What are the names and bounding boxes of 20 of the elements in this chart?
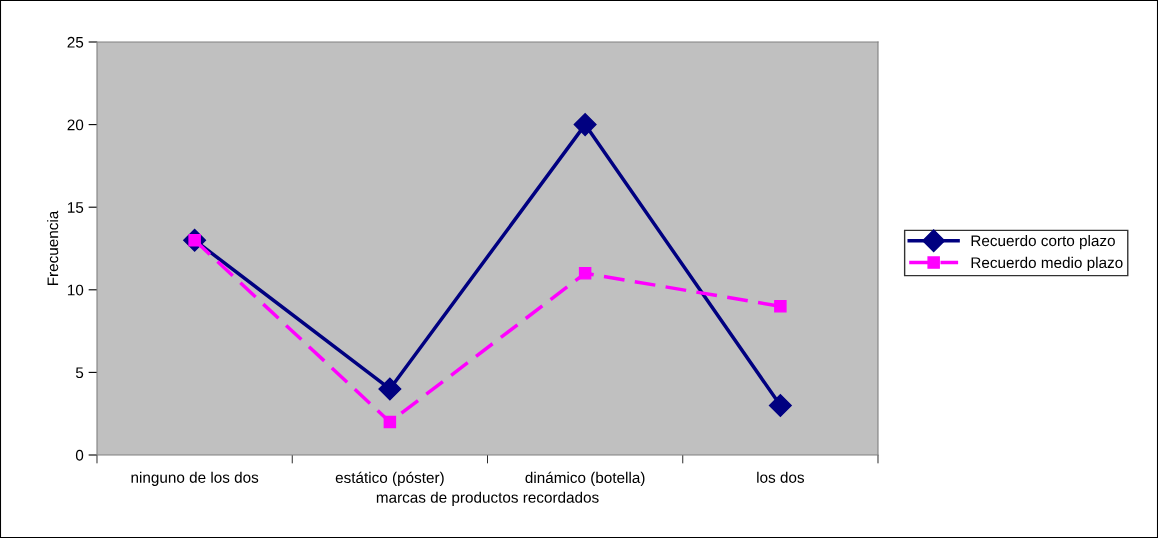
point [768,393,792,417]
y-tick-label: 25 [67,36,84,48]
point [378,377,402,401]
point [383,415,397,429]
legend-label: Recuerdo corto plazo [971,234,1115,250]
point [578,267,592,280]
y-tick-label: 0 [75,449,84,461]
point [573,113,597,137]
y-tick-label: 10 [67,284,84,296]
point [774,300,787,313]
y-tick-label: 5 [75,367,84,379]
x-tick-label: dinámico (botella) [525,471,645,487]
x-axis-title: marcas de productos recordados [376,491,599,506]
legend-label: Recuerdo medio plazo [971,256,1123,272]
x-tick-label: los dos [757,471,805,483]
x-tick-label: estático (póster) [335,471,444,487]
x-tick-label: ninguno de los dos [131,471,259,486]
y-tick-label: 15 [67,202,84,213]
y-axis-title: Frecuencia [47,210,59,286]
y-tick-label: 20 [67,119,84,131]
